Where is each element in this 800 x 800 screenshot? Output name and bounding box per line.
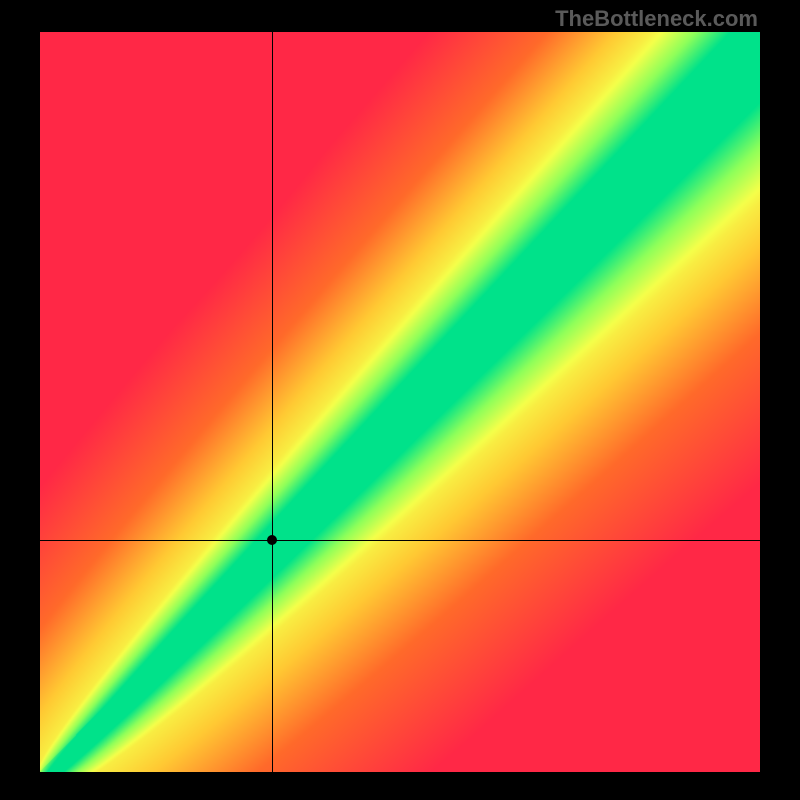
crosshair-horizontal (40, 540, 760, 541)
chart-container: TheBottleneck.com (0, 0, 800, 800)
crosshair-vertical (272, 32, 273, 772)
watermark-text: TheBottleneck.com (555, 6, 758, 32)
heatmap-canvas (40, 32, 760, 772)
heatmap-plot (40, 32, 760, 772)
crosshair-marker (267, 535, 277, 545)
